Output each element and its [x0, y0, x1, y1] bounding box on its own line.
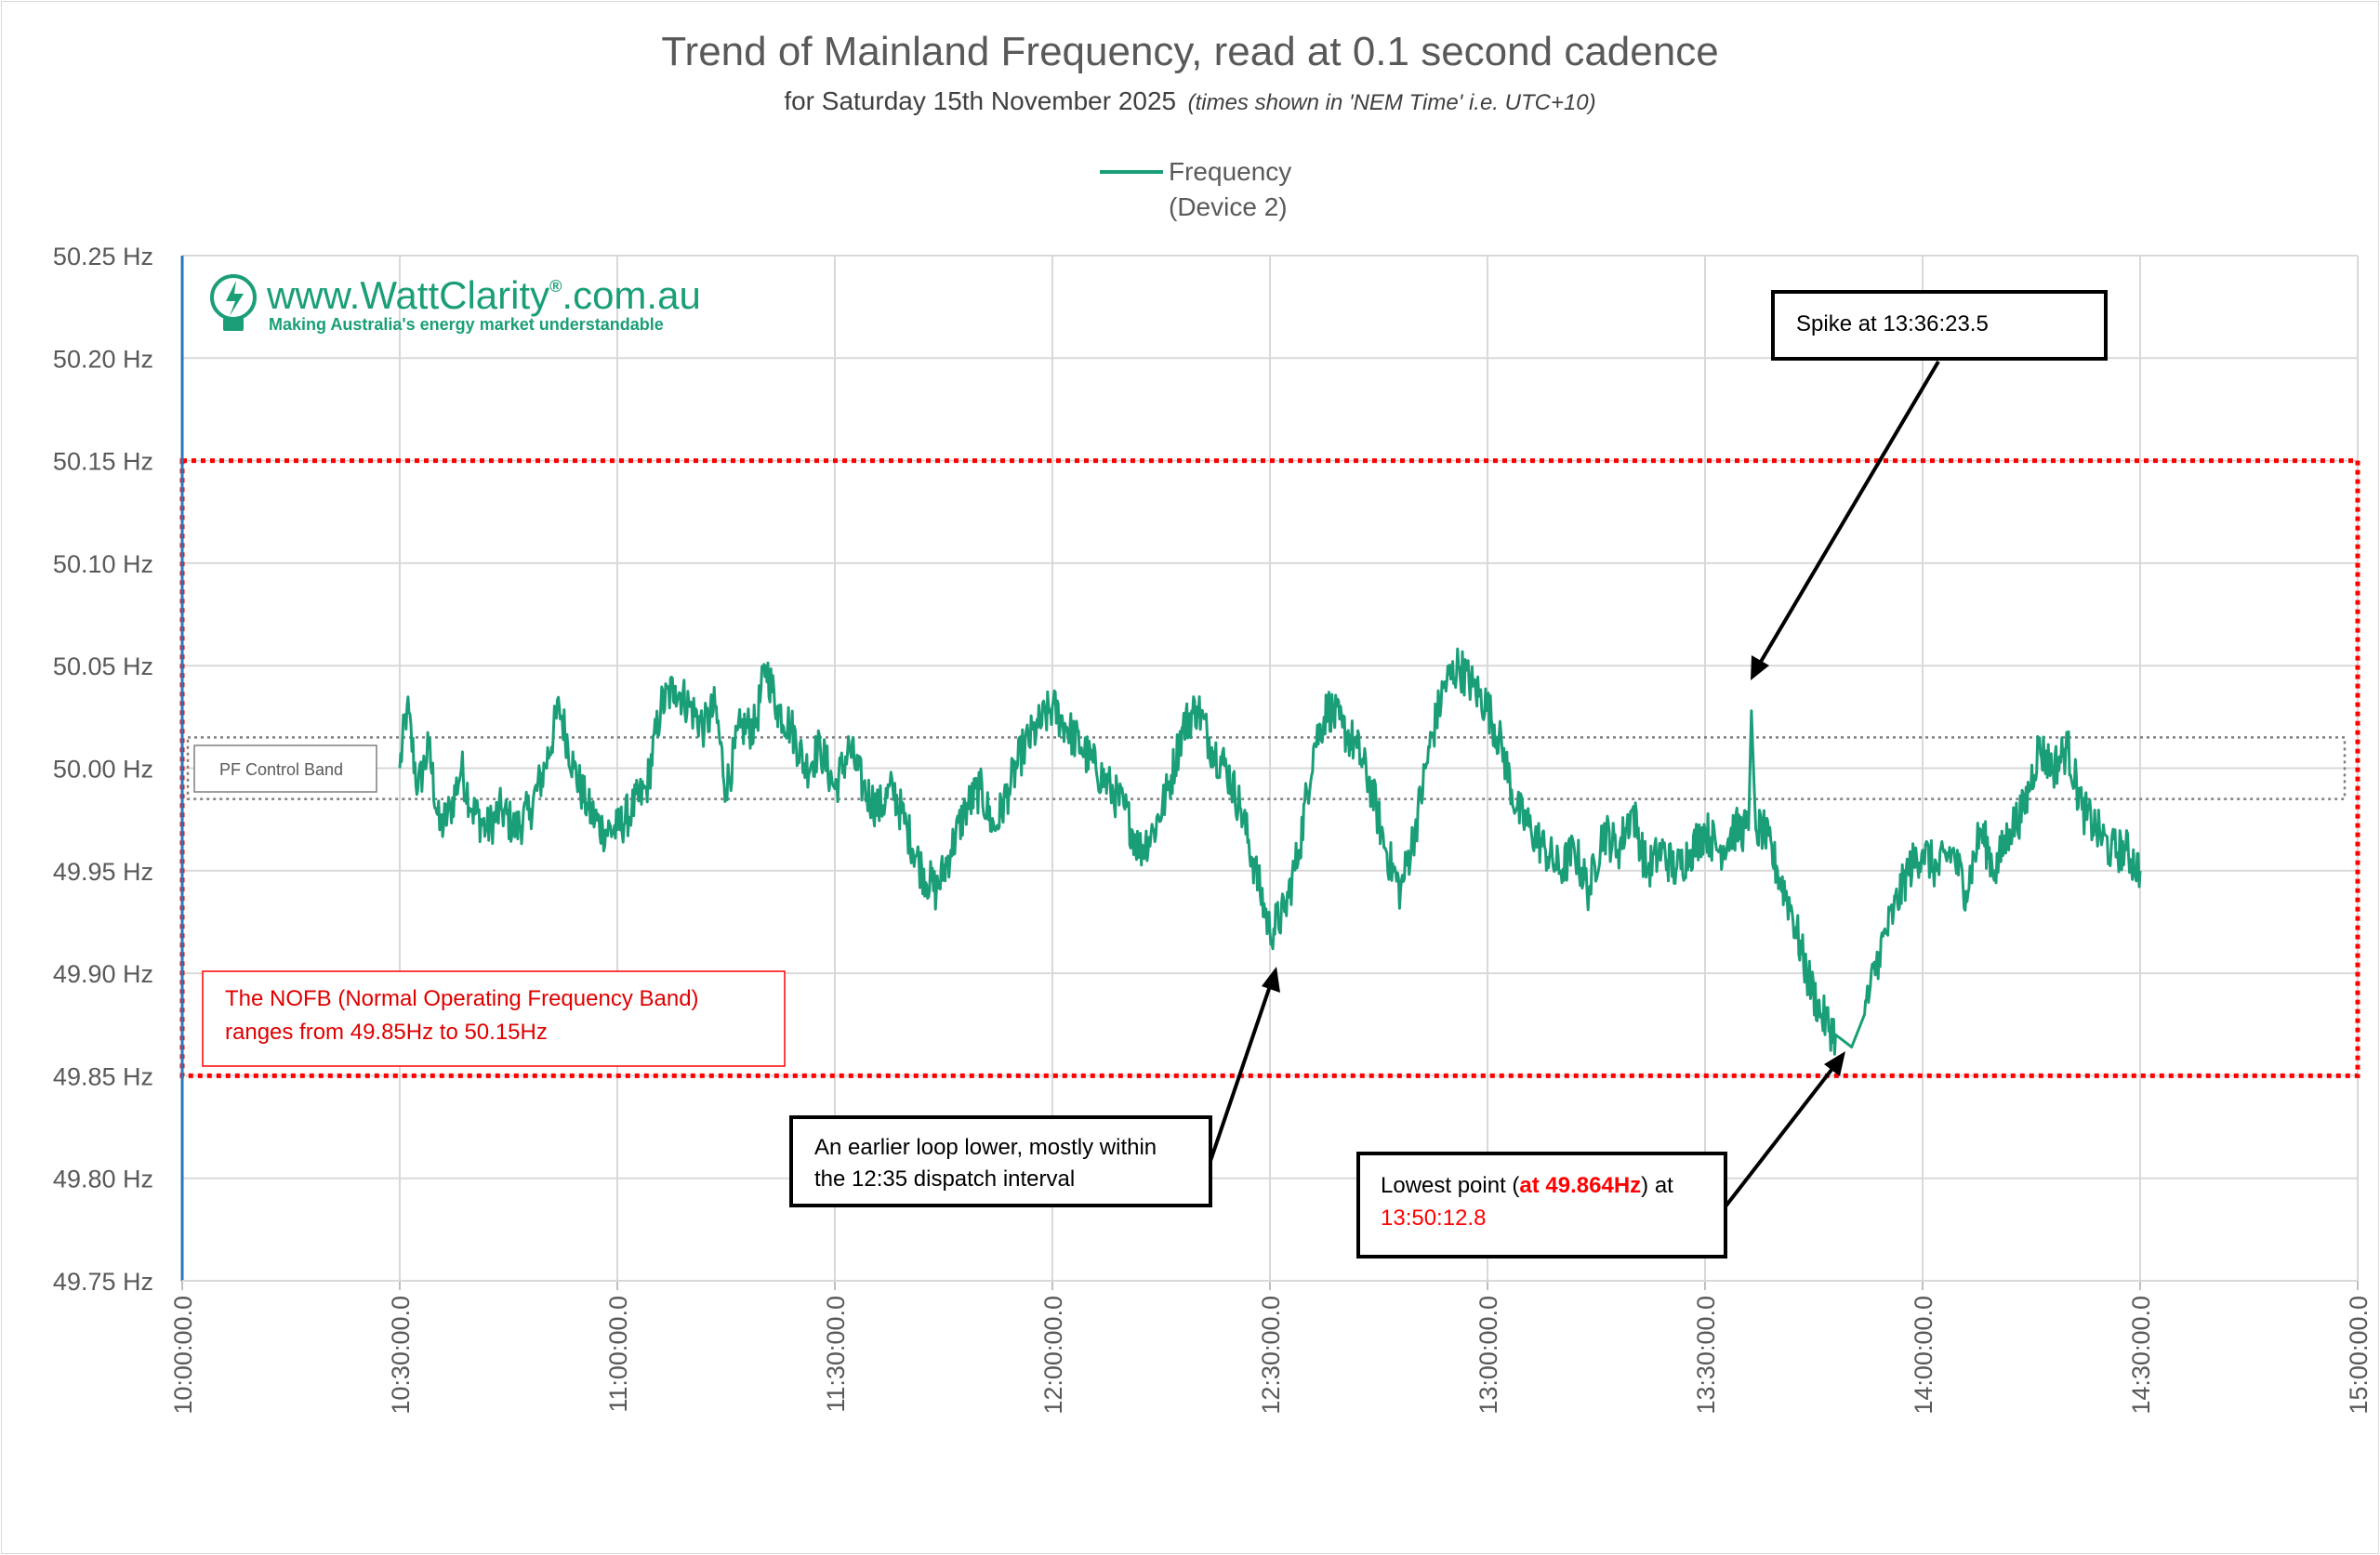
y-tick-label: 49.75 Hz [53, 1268, 153, 1296]
spike-callout: Spike at 13:36:23.5 [1751, 290, 2108, 680]
nofb-note-line1: The NOFB (Normal Operating Frequency Ban… [225, 986, 699, 1011]
spike-arrow [1753, 360, 1940, 673]
earlier-loop-arrow [1209, 977, 1275, 1162]
x-tick-label: 10:00:00.0 [169, 1296, 197, 1415]
lightbulb-icon [210, 274, 257, 331]
lowest-point-time: 13:50:12.8 [1381, 1206, 1486, 1231]
y-tick-label: 50.05 Hz [53, 652, 153, 680]
lowest-point-callout: Lowest point (at 49.864Hz) at 13:50:12.8 [1356, 1051, 1845, 1258]
frequency-series-line [398, 647, 2142, 1056]
y-tick-label: 49.85 Hz [53, 1062, 153, 1090]
lowest-pre: Lowest point ( [1381, 1173, 1519, 1198]
x-tick-label: 11:30:00.0 [822, 1296, 850, 1413]
pf-control-label: PF Control Band [193, 745, 377, 793]
chart-subtitle-main: for Saturday 15th November 2025 [784, 86, 1176, 115]
y-tick-label: 49.95 Hz [53, 858, 153, 886]
chart-subtitle-note: (times shown in 'NEM Time' i.e. UTC+10) [1188, 90, 1596, 115]
lowest-value: at 49.864Hz [1519, 1173, 1641, 1198]
x-tick-label: 10:30:00.0 [387, 1296, 415, 1415]
x-tick-label: 12:30:00.0 [1257, 1296, 1285, 1415]
chart-subtitle: for Saturday 15th November 2025 (times s… [784, 86, 1595, 115]
x-tick-label: 11:00:00.0 [604, 1296, 632, 1413]
logo-suffix: .com.au [562, 273, 700, 317]
pf-control-label-text: PF Control Band [219, 760, 343, 779]
pf-control-band [186, 736, 2347, 800]
y-axis-ticks: 50.25 Hz 50.20 Hz 50.15 Hz 50.10 Hz 50.05 Hz… [53, 243, 153, 1296]
x-axis-ticks: 10:00:00.0 10:30:00.0 11:00:00.0 11:30:00.0… [169, 1281, 2373, 1415]
spike-arrowhead [1751, 655, 1769, 680]
spike-callout-text: Spike at 13:36:23.5 [1796, 311, 1989, 336]
wattclarity-logo: www.WattClarity®.com.au Making Australia… [210, 273, 701, 334]
x-tick-label: 14:00:00.0 [1910, 1296, 1937, 1415]
lowest-point-arrow [1724, 1060, 1840, 1208]
y-tick-label: 50.15 Hz [53, 448, 153, 476]
legend: Frequency (Device 2) [1100, 157, 1291, 221]
nofb-note: The NOFB (Normal Operating Frequency Ban… [202, 970, 786, 1067]
earlier-loop-line2: the 12:35 dispatch interval [814, 1166, 1075, 1192]
y-tick-label: 49.90 Hz [53, 960, 153, 988]
x-tick-label: 15:00:00.0 [2345, 1296, 2373, 1415]
logo-text: www.WattClarity®.com.au [266, 273, 701, 317]
nofb-note-line2: ranges from 49.85Hz to 50.15Hz [225, 1020, 548, 1045]
x-tick-label: 14:30:00.0 [2127, 1296, 2155, 1415]
chart-title: Trend of Mainland Frequency, read at 0.1… [661, 29, 1718, 74]
y-tick-label: 50.25 Hz [53, 243, 153, 270]
legend-label-line2: (Device 2) [1169, 192, 1288, 221]
earlier-loop-arrowhead [1262, 967, 1280, 993]
logo-tagline: Making Australia's energy market underst… [269, 315, 664, 334]
x-tick-label: 13:00:00.0 [1474, 1296, 1502, 1415]
logo-reg: ® [549, 277, 562, 296]
lowest-point-arrowhead [1824, 1051, 1845, 1076]
y-tick-label: 50.10 Hz [53, 550, 153, 578]
x-tick-label: 12:00:00.0 [1039, 1296, 1067, 1415]
y-tick-label: 50.20 Hz [53, 345, 153, 373]
earlier-loop-line1: An earlier loop lower, mostly within [814, 1135, 1157, 1160]
x-tick-label: 13:30:00.0 [1692, 1296, 1720, 1415]
y-tick-label: 50.00 Hz [53, 756, 153, 784]
lowest-point-line1: Lowest point (at 49.864Hz) at [1381, 1173, 1673, 1198]
y-tick-label: 49.80 Hz [53, 1166, 153, 1193]
logo-main: www.WattClarity [266, 273, 549, 317]
legend-label-line1: Frequency [1169, 157, 1291, 186]
earlier-loop-callout: An earlier loop lower, mostly within the… [789, 967, 1280, 1207]
lowest-post: ) at [1641, 1173, 1673, 1198]
